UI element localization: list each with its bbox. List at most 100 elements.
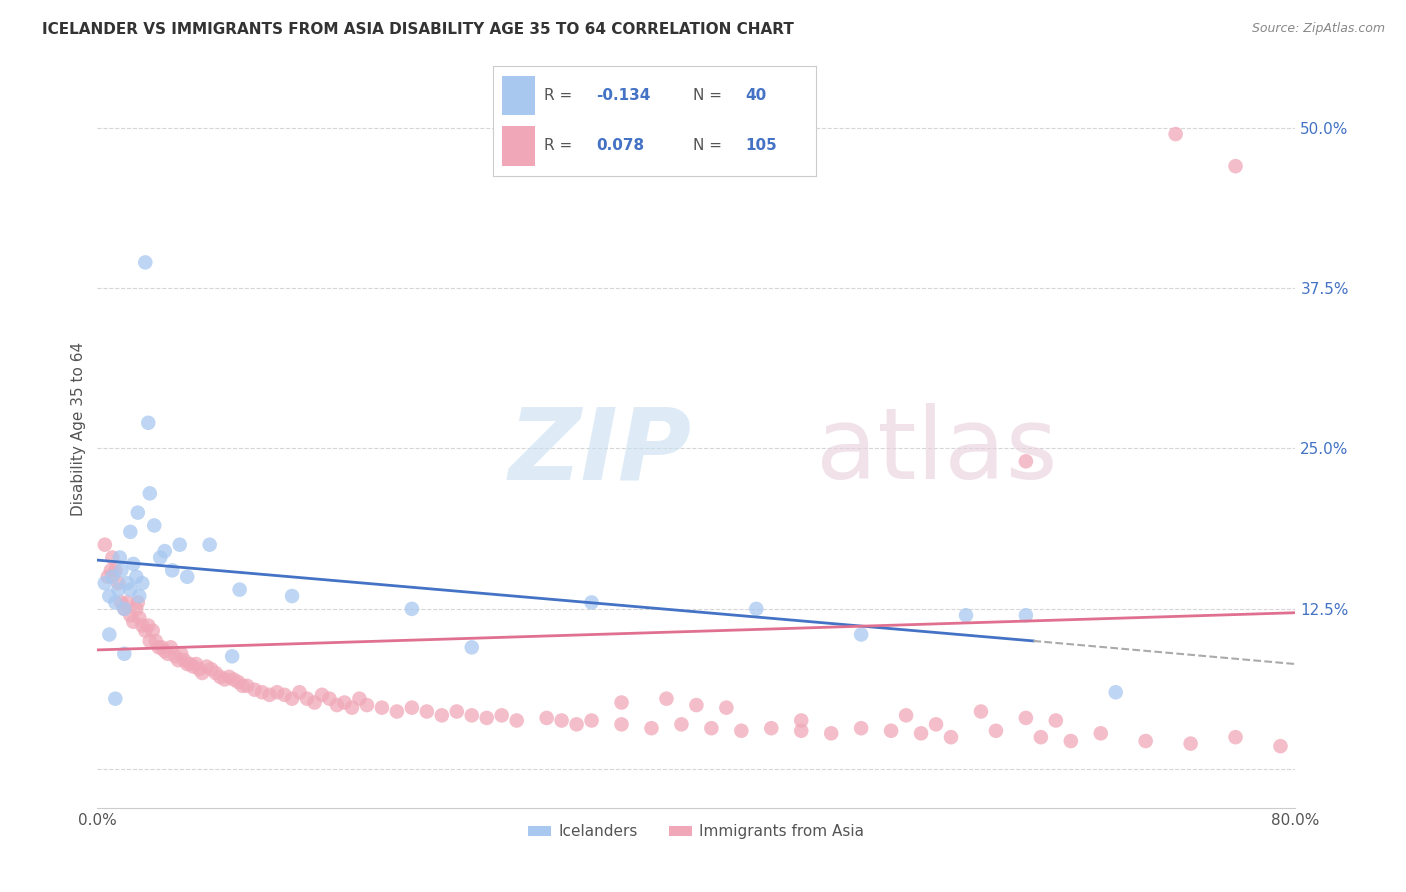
Point: [288, 685, 311, 699]
Point: [1015, 711, 1038, 725]
Point: [136, 618, 159, 632]
Point: [97, 570, 120, 584]
Point: [218, 670, 240, 684]
Point: [170, 647, 193, 661]
Point: [1060, 734, 1083, 748]
Point: [117, 595, 139, 609]
Point: [371, 700, 394, 714]
Point: [148, 640, 170, 655]
Text: ICELANDER VS IMMIGRANTS FROM ASIA DISABILITY AGE 35 TO 64 CORRELATION CHART: ICELANDER VS IMMIGRANTS FROM ASIA DISABI…: [42, 22, 794, 37]
Point: [475, 711, 498, 725]
Point: [134, 255, 156, 269]
Point: [1270, 739, 1292, 753]
Point: [159, 640, 181, 655]
Point: [550, 714, 572, 728]
Point: [1135, 734, 1157, 748]
Point: [304, 696, 326, 710]
Point: [160, 563, 183, 577]
Point: [94, 576, 117, 591]
Point: [167, 653, 190, 667]
Point: [153, 544, 176, 558]
Point: [195, 659, 218, 673]
Point: [101, 550, 124, 565]
Point: [136, 416, 159, 430]
Point: [112, 602, 135, 616]
Point: [1015, 454, 1038, 468]
Point: [761, 721, 783, 735]
Point: [925, 717, 948, 731]
Point: [894, 708, 917, 723]
Point: [98, 589, 121, 603]
Point: [107, 582, 129, 597]
Point: [153, 644, 176, 658]
Point: [120, 524, 142, 539]
Point: [1045, 714, 1067, 728]
Point: [143, 518, 166, 533]
Point: [104, 691, 127, 706]
Point: [955, 608, 977, 623]
Point: [610, 717, 633, 731]
Point: [1180, 737, 1202, 751]
Point: [565, 717, 588, 731]
Point: [107, 576, 129, 591]
Point: [94, 538, 117, 552]
Point: [188, 662, 211, 676]
Point: [236, 679, 259, 693]
Point: [173, 653, 195, 667]
Point: [326, 698, 349, 712]
Point: [416, 705, 439, 719]
Point: [333, 696, 356, 710]
Point: [939, 730, 962, 744]
Point: [581, 595, 603, 609]
Point: [122, 557, 145, 571]
Point: [250, 685, 273, 699]
Point: [98, 627, 121, 641]
Point: [131, 618, 153, 632]
Point: [349, 691, 371, 706]
Point: [186, 657, 208, 671]
Point: [281, 691, 304, 706]
Point: [1029, 730, 1052, 744]
Point: [340, 700, 363, 714]
Point: [700, 721, 723, 735]
Point: [150, 640, 173, 655]
Point: [273, 688, 295, 702]
Point: [1015, 608, 1038, 623]
Point: [200, 662, 222, 676]
Point: [385, 705, 408, 719]
Point: [112, 602, 135, 616]
Point: [640, 721, 662, 735]
Point: [110, 595, 132, 609]
Point: [198, 538, 221, 552]
Point: [128, 589, 150, 603]
Point: [127, 595, 149, 609]
Point: [104, 563, 127, 577]
Point: [1090, 726, 1112, 740]
Point: [295, 691, 318, 706]
Point: [142, 624, 165, 638]
Point: [127, 506, 149, 520]
Point: [505, 714, 527, 728]
Point: [176, 657, 198, 671]
Point: [318, 691, 340, 706]
Point: [820, 726, 842, 740]
Point: [104, 595, 127, 609]
Point: [671, 717, 693, 731]
Point: [145, 634, 167, 648]
Point: [1105, 685, 1128, 699]
Point: [461, 640, 484, 655]
Point: [970, 705, 993, 719]
Point: [461, 708, 484, 723]
Point: [1225, 159, 1247, 173]
Point: [536, 711, 558, 725]
Point: [165, 649, 187, 664]
Point: [910, 726, 932, 740]
Legend: Icelanders, Immigrants from Asia: Icelanders, Immigrants from Asia: [522, 818, 870, 846]
Point: [156, 647, 179, 661]
Point: [169, 538, 191, 552]
Point: [125, 570, 148, 584]
Point: [491, 708, 513, 723]
Point: [356, 698, 378, 712]
Point: [101, 570, 124, 584]
Point: [179, 657, 201, 671]
